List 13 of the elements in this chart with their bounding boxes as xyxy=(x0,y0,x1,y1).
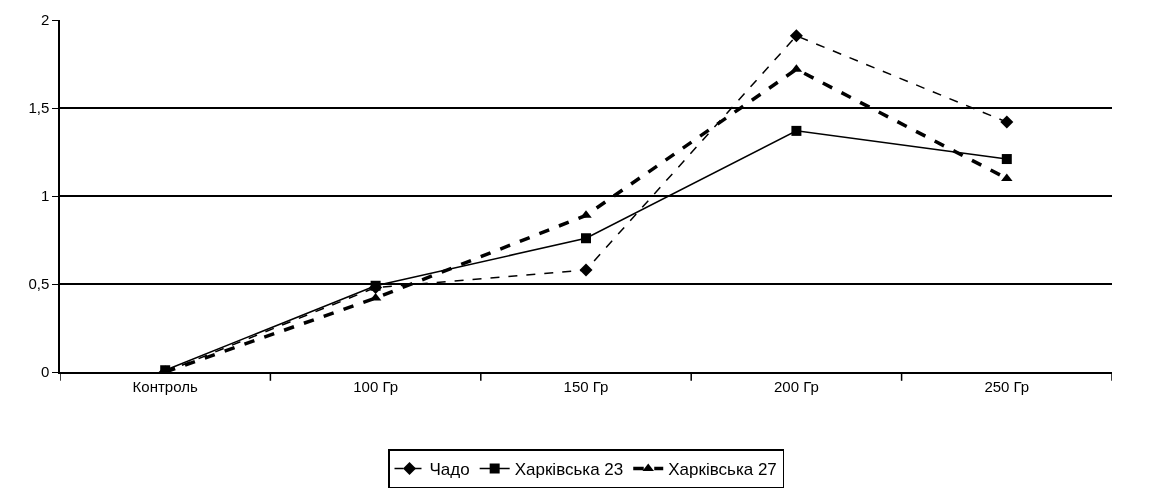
legend-label: Чадо xyxy=(429,460,470,480)
x-tick-label: 250 Гр xyxy=(984,377,1030,395)
legend-label: Харківська 23 xyxy=(514,460,624,480)
y-tick-label: 2 xyxy=(40,11,50,29)
y-tick-label: 1 xyxy=(40,187,50,205)
y-tick-label: 1,5 xyxy=(28,99,50,117)
y-tick-label: 0 xyxy=(40,363,50,381)
x-tick-label: Контроль xyxy=(132,377,198,395)
x-tick-label: 100 Гр xyxy=(353,377,399,395)
legend-label: Харківська 27 xyxy=(668,460,777,480)
x-tick-label: 150 Гр xyxy=(563,377,609,395)
x-tick-label: 200 Гр xyxy=(773,377,819,395)
y-tick-label: 0,5 xyxy=(28,275,50,293)
